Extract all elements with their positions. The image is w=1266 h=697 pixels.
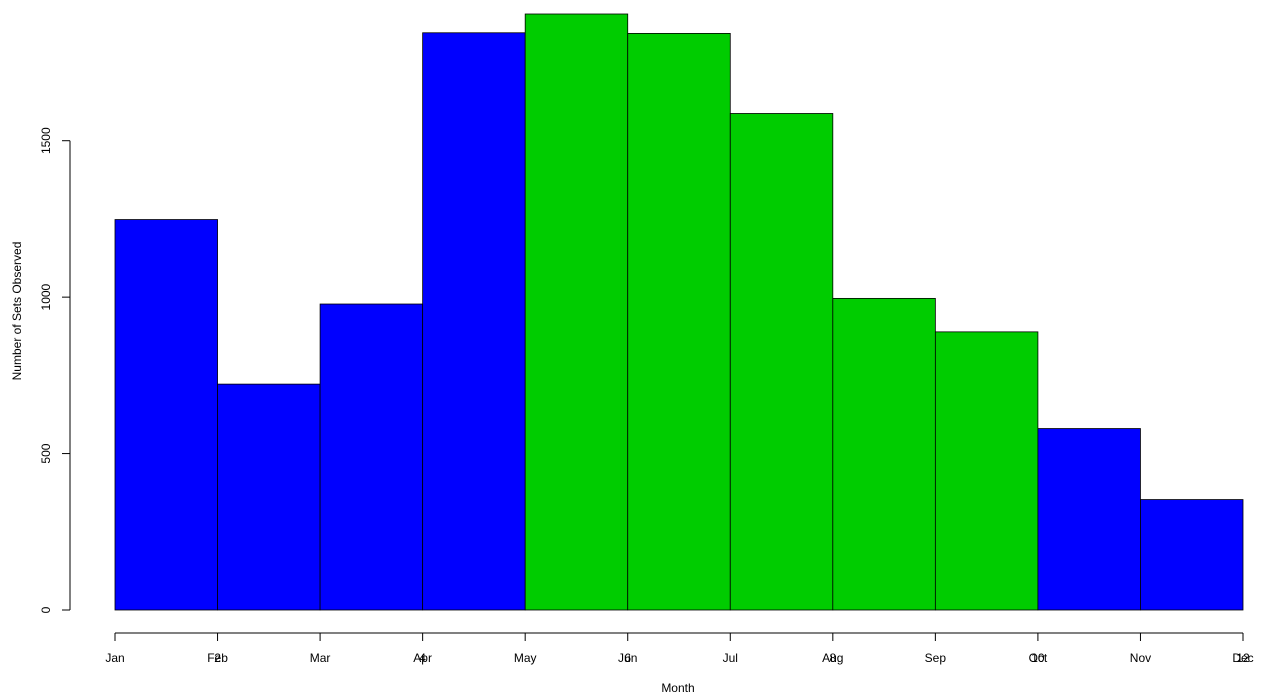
bar-mar [319, 303, 424, 611]
x-tick-label-month: Apr [413, 651, 432, 665]
x-tick-label-number: 2 [214, 651, 221, 665]
x-tick-label-number: 4 [419, 651, 426, 665]
bars-group [114, 13, 1244, 611]
y-tick-label: 0 [39, 606, 53, 613]
x-tick-label-month: Feb [207, 651, 228, 665]
x-tick-label-month: Mar [310, 651, 331, 665]
bar-feb [217, 383, 321, 611]
x-tick-label-month: Nov [1130, 651, 1151, 665]
bar-nov [1140, 499, 1244, 611]
bar-sep [934, 331, 1039, 611]
x-tick-label-month: Sep [925, 651, 947, 665]
bar-jun [627, 32, 731, 611]
y-tick-label: 500 [39, 443, 53, 463]
x-axis-title: Month [661, 681, 694, 695]
x-tick-label-month: Jun [618, 651, 637, 665]
x-tick-label-month: Aug [822, 651, 843, 665]
y-axis-title: Number of Sets Observed [10, 242, 24, 381]
bar-apr [422, 32, 526, 611]
x-tick-label-month: May [514, 651, 537, 665]
bar-aug [832, 297, 936, 611]
x-axis: Jan Feb Mar Apr May Jun Jul Aug Sep Oct Nov Dec 2 4 6 8… [105, 632, 1254, 665]
x-tick-label-number: 8 [829, 651, 836, 665]
bar-oct [1037, 428, 1141, 611]
x-tick-label-month: Oct [1029, 651, 1048, 665]
x-tick-label-month: Jan [105, 651, 124, 665]
x-tick-label-month: Dec [1232, 651, 1253, 665]
y-axis: 0 500 1000 1500 [39, 127, 71, 613]
x-tick-label-month: Jul [723, 651, 738, 665]
x-tick-label-number: 12 [1236, 651, 1250, 665]
bar-jan [114, 219, 218, 611]
bar-may [524, 13, 629, 611]
x-tick-label-number: 10 [1031, 651, 1045, 665]
y-tick-label: 1500 [39, 127, 53, 154]
bar-jul [729, 113, 834, 611]
y-tick-label: 1000 [39, 283, 53, 310]
x-tick-label-number: 6 [624, 651, 631, 665]
